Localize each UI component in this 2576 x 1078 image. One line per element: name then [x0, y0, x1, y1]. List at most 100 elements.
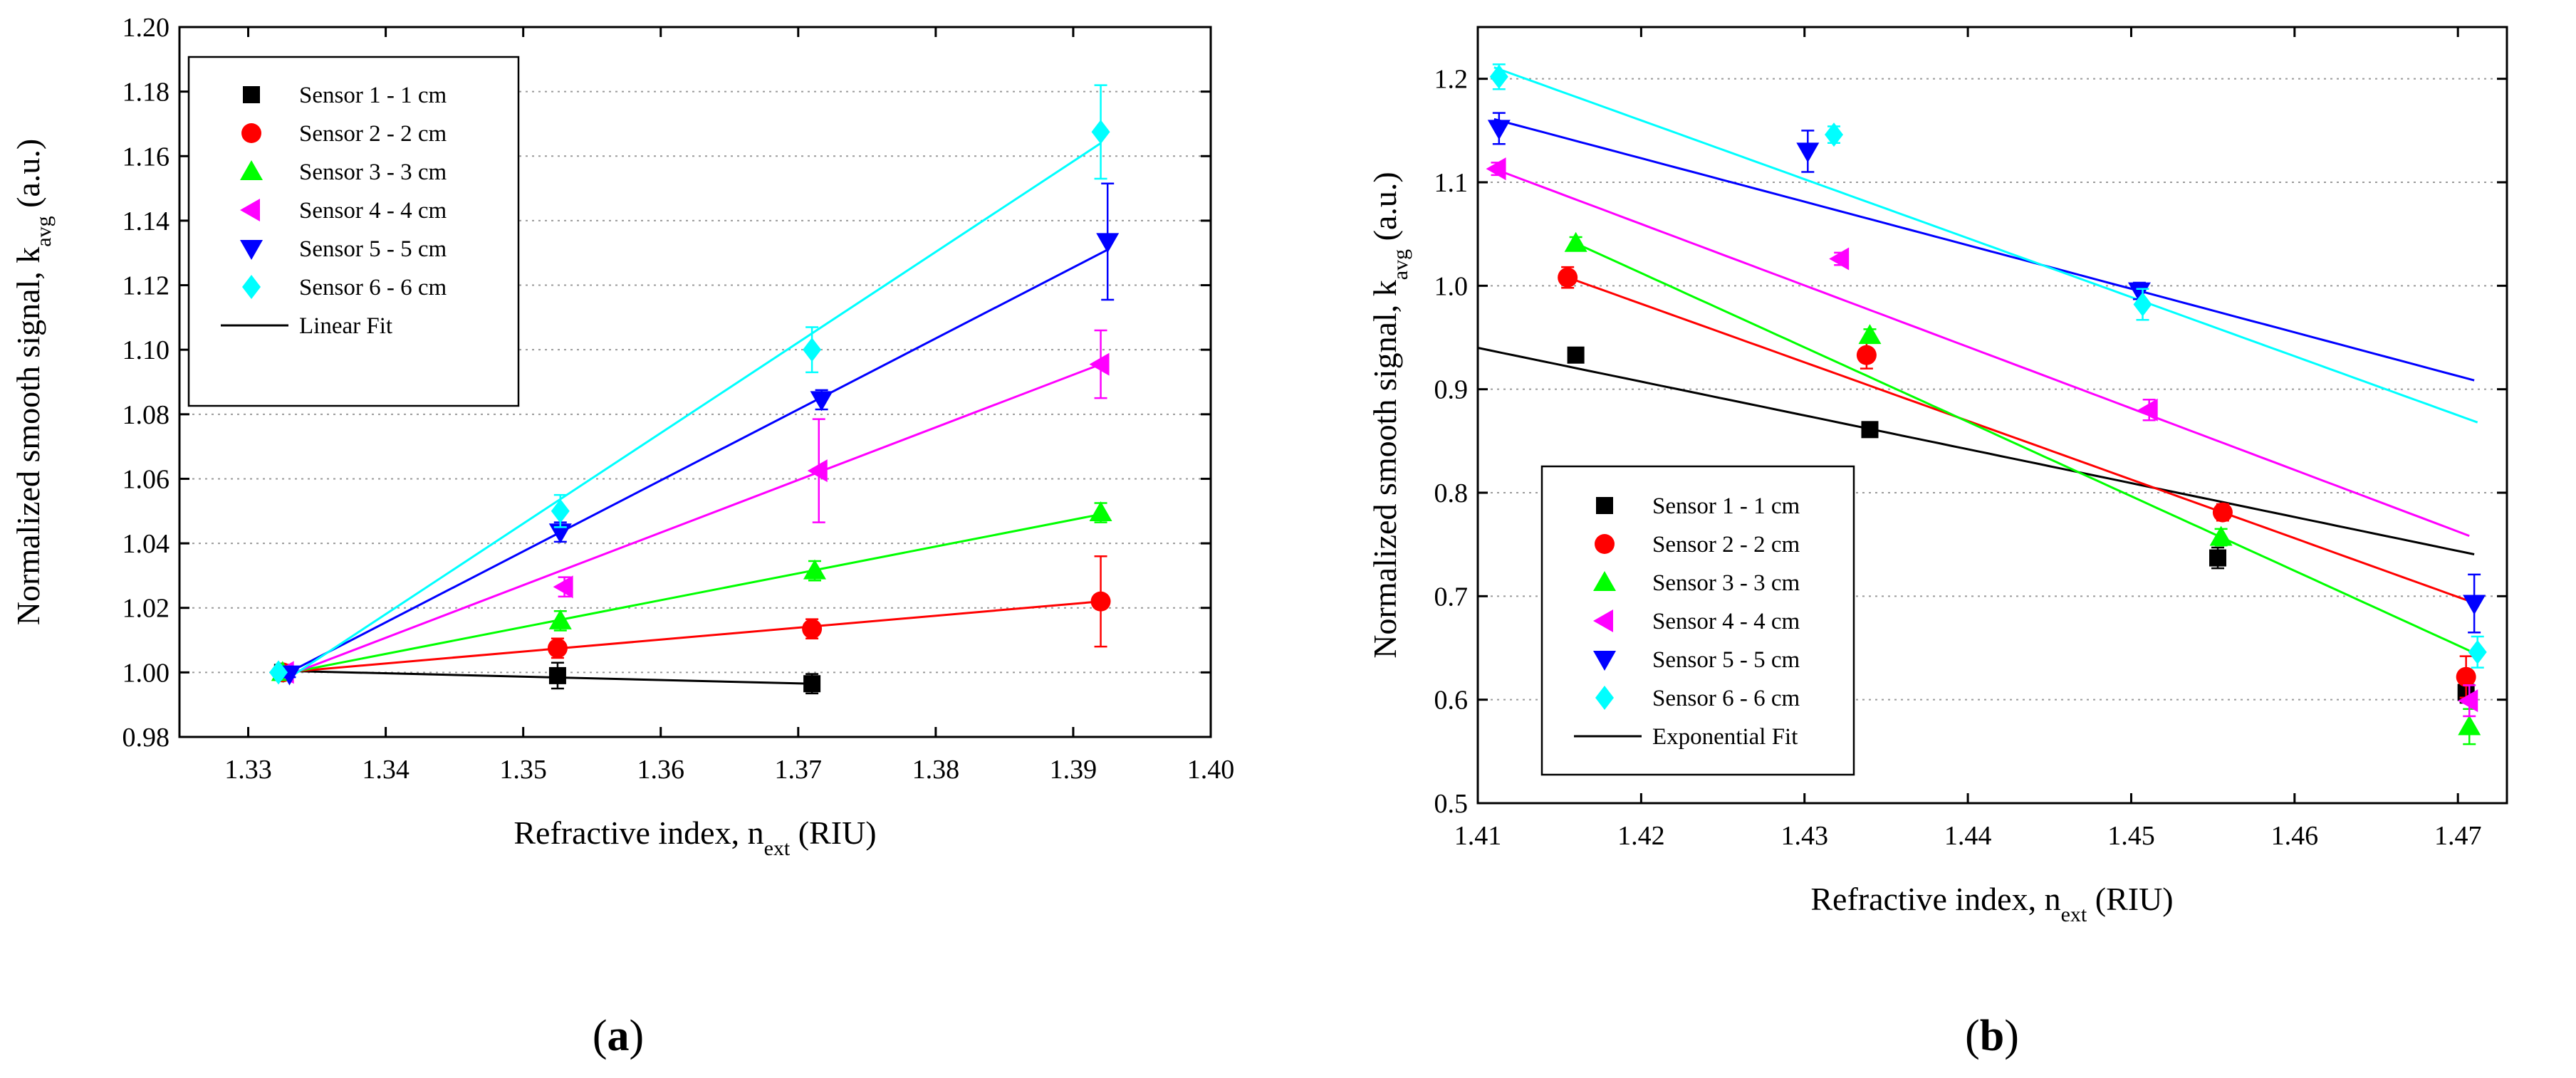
fit-line-2 [282, 600, 1101, 674]
legend: Sensor 1 - 1 cm Sensor 2 - 2 cm Sensor 3 -… [187, 56, 520, 407]
fit-line-6 [1493, 66, 2478, 424]
legend-marker [1595, 686, 1614, 710]
chart-panel-b: 1.41 1.42 1.43 1.44 1.45 1.46 1.47 0.5 0.6 0.7 0.8… [1367, 26, 2508, 1060]
data-point [2456, 666, 2476, 687]
panel-label: (b) [1965, 1012, 2019, 1060]
x-tick-label: 1.34 [362, 755, 410, 785]
y-tick-label: 1.18 [122, 78, 170, 108]
legend-label: Sensor 5 - 5 cm [299, 236, 447, 262]
x-axis-label: Refractive index, next (RIU) [1810, 881, 2173, 926]
panel-label: (a) [593, 1012, 644, 1060]
x-tick-label: 1.41 [1454, 821, 1502, 851]
y-tick-label: 1.00 [122, 658, 170, 688]
data-point [1796, 142, 1820, 163]
y-axis-label: Normalized smooth signal, kavg (a.u.) [10, 139, 56, 625]
series-6 [1489, 63, 2487, 669]
y-tick-label: 0.8 [1434, 478, 1469, 508]
data-point [2463, 595, 2486, 615]
y-tick-label: 0.6 [1434, 686, 1469, 716]
legend-label: Sensor 3 - 3 cm [299, 159, 447, 185]
data-point [802, 619, 823, 639]
plot-frame [178, 26, 1212, 738]
legend-label: Sensor 2 - 2 cm [1652, 532, 1800, 558]
x-tick-label: 1.44 [1944, 821, 1992, 851]
data-point [548, 523, 572, 544]
data-point [1089, 501, 1112, 522]
y-tick-label: 1.16 [122, 142, 170, 172]
y-tick-label: 1.02 [122, 594, 170, 624]
y-axis-label: Normalized smooth signal, kavg (a.u.) [1367, 172, 1412, 658]
data-point [2209, 525, 2233, 546]
plot-frame [1476, 26, 2508, 805]
data-point [1825, 122, 1844, 147]
data-point [2212, 502, 2233, 523]
legend-marker [240, 240, 263, 260]
fit-line-1 [1477, 347, 2475, 555]
legend-marker [240, 160, 263, 180]
y-tick-label: 1.08 [122, 400, 170, 430]
data-point [2458, 715, 2481, 736]
y-tick-label: 0.7 [1434, 582, 1469, 612]
legend-fit-label: Exponential Fit [1652, 724, 1798, 750]
x-tick-label: 1.33 [224, 755, 272, 785]
data-point [1558, 267, 1578, 288]
fit-line-6 [281, 142, 1102, 684]
data-point [2137, 398, 2158, 422]
y-tick-label: 1.04 [122, 529, 170, 559]
y-tick-label: 0.98 [122, 723, 170, 753]
legend-marker [243, 86, 260, 103]
x-tick-label: 1.43 [1780, 821, 1828, 851]
y-tick-label: 1.20 [122, 13, 170, 43]
x-tick-label: 1.45 [2107, 821, 2155, 851]
legend-marker [1593, 651, 1616, 671]
data-point [1091, 120, 1110, 145]
data-point [1489, 64, 1508, 89]
data-point [547, 638, 568, 659]
x-tick-label: 1.42 [1617, 821, 1665, 851]
data-point [1096, 233, 1120, 253]
legend-fit-label: Linear Fit [299, 313, 392, 339]
fit-line-4 [1493, 167, 2470, 538]
fit-line-5 [282, 248, 1108, 677]
fit-line-2 [1567, 276, 2472, 603]
x-tick-label: 1.46 [2271, 821, 2319, 851]
data-point [803, 559, 826, 580]
series-6 [269, 84, 1110, 685]
data-point [269, 660, 288, 685]
data-point [2209, 549, 2227, 567]
data-point [2133, 292, 2152, 317]
axis-ticks: 1.33 1.34 1.35 1.36 1.37 1.38 1.39 1.40 0.98 1.00… [122, 13, 1235, 785]
data-point [1089, 352, 1110, 376]
legend-label: Sensor 6 - 6 cm [299, 275, 447, 300]
data-point [803, 337, 822, 362]
fit-line-5 [1493, 117, 2475, 382]
y-tick-label: 1.10 [122, 335, 170, 365]
x-tick-label: 1.40 [1187, 755, 1235, 785]
x-tick-label: 1.39 [1050, 755, 1097, 785]
data-point [2468, 639, 2487, 664]
data-point [810, 391, 833, 412]
data-point [2458, 689, 2478, 713]
legend-label: Sensor 3 - 3 cm [1652, 570, 1800, 596]
fit-line-3 [1575, 242, 2470, 652]
y-tick-label: 1.2 [1434, 65, 1469, 95]
legend-marker [1593, 571, 1616, 591]
legend-marker [242, 275, 261, 299]
y-tick-label: 1.1 [1434, 168, 1469, 198]
series-5 [1487, 112, 2486, 634]
data-point [1858, 324, 1882, 345]
x-tick-label: 1.38 [912, 755, 960, 785]
data-point [1090, 591, 1111, 612]
data-point [1487, 120, 1511, 140]
y-tick-label: 0.5 [1434, 789, 1469, 819]
series-4 [1486, 157, 2478, 718]
legend-label: Sensor 5 - 5 cm [1652, 647, 1800, 673]
data-point [1861, 421, 1879, 439]
data-point [1856, 345, 1877, 365]
grid-lines [1478, 78, 2507, 701]
data-point [548, 666, 566, 684]
legend-label: Sensor 4 - 4 cm [1652, 609, 1800, 634]
legend-label: Sensor 1 - 1 cm [299, 83, 447, 108]
data-point [807, 459, 828, 483]
data-point [1567, 346, 1585, 364]
